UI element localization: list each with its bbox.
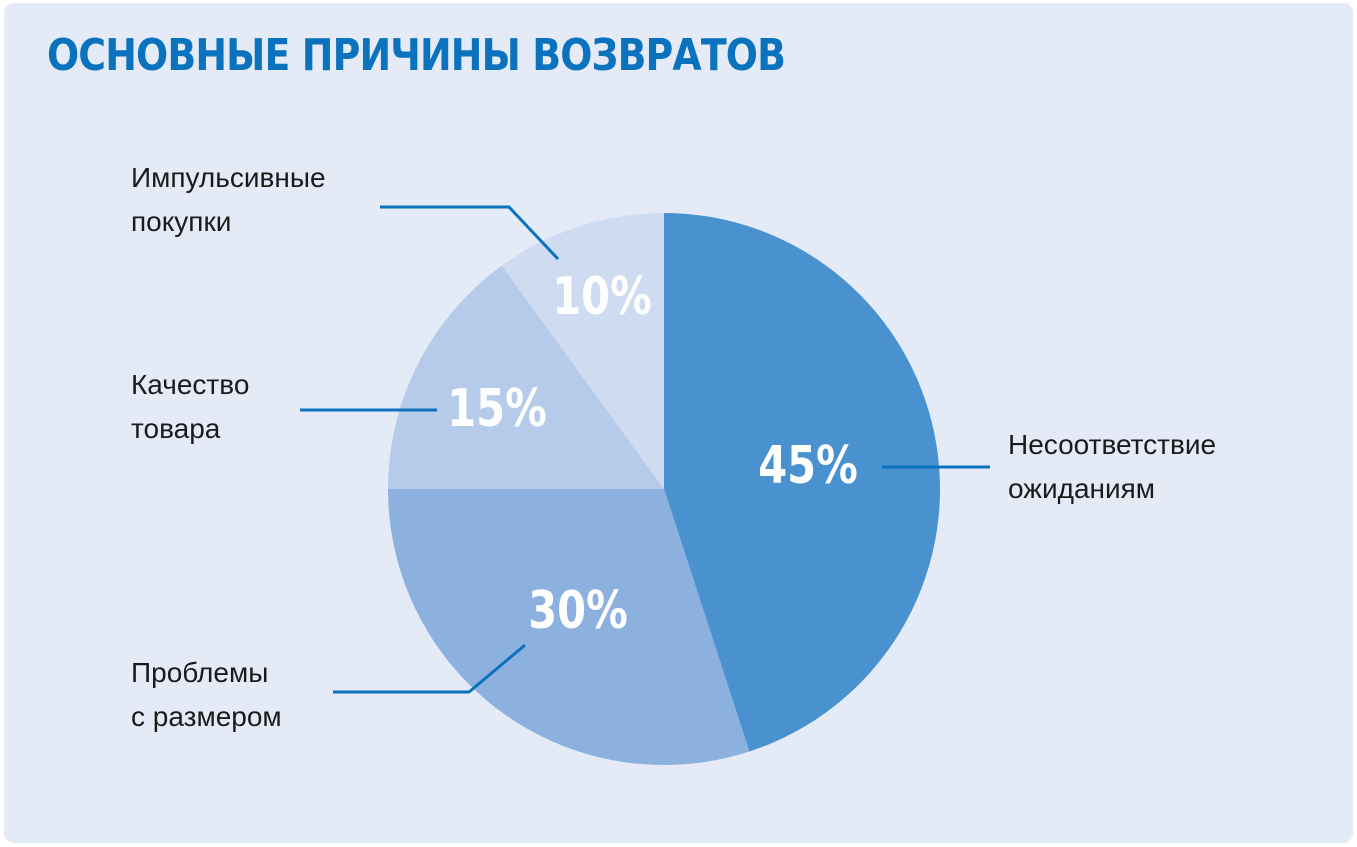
pie-slice-1: [664, 213, 941, 752]
slice-value-label-3: 15%: [447, 378, 547, 439]
category-label-line: Несоответствие: [1008, 429, 1216, 460]
pie-slice-4: [501, 213, 664, 489]
category-label-line: Проблемы: [131, 657, 268, 688]
category-label-line: покупки: [131, 206, 231, 237]
chart-title: ОСНОВНЫЕ ПРИЧИНЫ ВОЗВРАТОВ: [47, 30, 786, 81]
category-label-3: Качество товара: [131, 369, 249, 444]
pie-slice-3: [388, 265, 664, 489]
leader-line-4: [380, 205, 560, 261]
category-label-line: ожиданиям: [1008, 473, 1155, 504]
slice-value-label-1: 45%: [758, 435, 858, 496]
leader-line-2: [333, 643, 526, 694]
category-label-4: Импульсивные покупки: [131, 162, 326, 237]
category-label-line: Импульсивные: [131, 162, 326, 193]
category-label-line: товара: [131, 413, 221, 444]
category-label-line: с размером: [131, 701, 282, 732]
category-label-2: Проблемы с размером: [131, 657, 282, 732]
pie-slice-2: [388, 489, 750, 765]
category-label-line: Качество: [131, 369, 249, 400]
slice-value-label-4: 10%: [552, 266, 652, 327]
category-label-1: Несоответствие ожиданиям: [1008, 429, 1216, 504]
slice-value-label-2: 30%: [528, 580, 628, 641]
